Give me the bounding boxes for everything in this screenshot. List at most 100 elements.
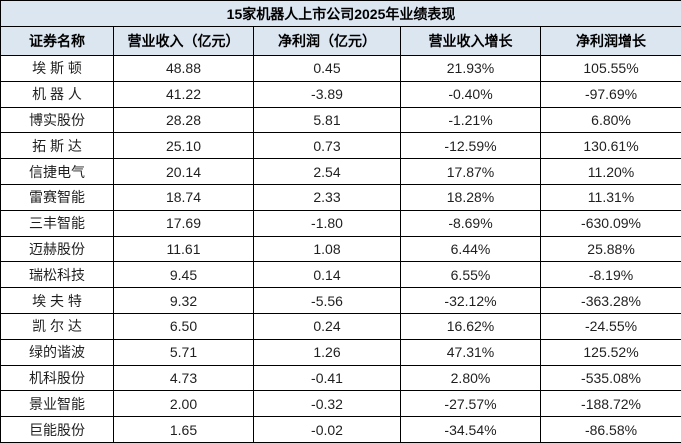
profit-growth-cell: 6.80%	[539, 106, 681, 134]
stock-name-cell: 雷赛智能	[0, 183, 114, 211]
revenue-cell: 9.45	[113, 261, 254, 289]
profit-growth-cell: -535.08%	[539, 364, 681, 392]
revenue-growth-cell: -34.54%	[400, 416, 541, 443]
revenue-growth-cell: 17.87%	[400, 158, 541, 185]
profit-growth-cell: -86.58%	[539, 416, 681, 443]
profit-growth-cell: -24.55%	[539, 312, 681, 340]
table-row: 瑞松科技 9.45 0.14 6.55% -8.19%	[0, 261, 681, 289]
revenue-growth-cell: 2.80%	[400, 364, 541, 392]
revenue-cell: 11.61	[113, 235, 254, 263]
table-row: 绿的谐波 5.71 1.26 47.31% 125.52%	[0, 338, 681, 366]
table-row: 拓 斯 达 25.10 0.73 -12.59% 130.61%	[0, 132, 681, 160]
revenue-cell: 17.69	[113, 209, 254, 237]
profit-growth-cell: -363.28%	[539, 287, 681, 314]
profit-cell: -0.32	[253, 390, 401, 418]
profit-growth-cell: -630.09%	[539, 209, 681, 237]
table-row: 雷赛智能 18.74 2.33 18.28% 11.31%	[0, 183, 681, 211]
stock-name-cell: 埃 斯 顿	[0, 55, 114, 82]
revenue-growth-cell: -32.12%	[400, 287, 541, 314]
revenue-cell: 41.22	[113, 80, 254, 108]
revenue-growth-cell: 47.31%	[400, 338, 541, 366]
revenue-growth-cell: 6.55%	[400, 261, 541, 289]
profit-growth-cell: 130.61%	[539, 132, 681, 160]
profit-cell: 2.33	[253, 183, 401, 211]
table-row: 巨能股份 1.65 -0.02 -34.54% -86.58%	[0, 416, 681, 443]
profit-cell: 0.45	[253, 55, 401, 82]
stock-name-cell: 机 器 人	[0, 80, 114, 108]
profit-growth-cell: 125.52%	[539, 338, 681, 366]
stock-name-cell: 巨能股份	[0, 416, 114, 443]
stock-name-cell: 机科股份	[0, 364, 114, 392]
revenue-growth-cell: -0.40%	[400, 80, 541, 108]
table-row: 迈赫股份 11.61 1.08 6.44% 25.88%	[0, 235, 681, 263]
profit-cell: 2.54	[253, 158, 401, 185]
profit-cell: 0.73	[253, 132, 401, 160]
revenue-cell: 18.74	[113, 183, 254, 211]
stock-name-cell: 博实股份	[0, 106, 114, 134]
revenue-growth-cell: 6.44%	[400, 235, 541, 263]
table-row: 埃 夫 特 9.32 -5.56 -32.12% -363.28%	[0, 287, 681, 314]
stock-name-cell: 埃 夫 特	[0, 287, 114, 314]
column-header-revenue: 营业收入（亿元）	[113, 26, 254, 56]
revenue-cell: 25.10	[113, 132, 254, 160]
stock-name-cell: 拓 斯 达	[0, 132, 114, 160]
stock-name-cell: 凯 尔 达	[0, 312, 114, 340]
profit-cell: 5.81	[253, 106, 401, 134]
profit-growth-cell: 25.88%	[539, 235, 681, 263]
table-row: 三丰智能 17.69 -1.80 -8.69% -630.09%	[0, 209, 681, 237]
revenue-cell: 5.71	[113, 338, 254, 366]
table-row: 机科股份 4.73 -0.41 2.80% -535.08%	[0, 364, 681, 392]
revenue-cell: 4.73	[113, 364, 254, 392]
revenue-growth-cell: 16.62%	[400, 312, 541, 340]
revenue-cell: 28.28	[113, 106, 254, 134]
profit-cell: 0.14	[253, 261, 401, 289]
profit-growth-cell: -8.19%	[539, 261, 681, 289]
revenue-growth-cell: -12.59%	[400, 132, 541, 160]
table-row: 博实股份 28.28 5.81 -1.21% 6.80%	[0, 106, 681, 134]
profit-cell: 1.26	[253, 338, 401, 366]
stock-name-cell: 景业智能	[0, 390, 114, 418]
table-row: 凯 尔 达 6.50 0.24 16.62% -24.55%	[0, 312, 681, 340]
profit-growth-cell: -97.69%	[539, 80, 681, 108]
stock-name-cell: 信捷电气	[0, 158, 114, 185]
profit-growth-cell: 105.55%	[539, 55, 681, 82]
profit-cell: 1.08	[253, 235, 401, 263]
revenue-cell: 1.65	[113, 416, 254, 443]
profit-cell: 0.24	[253, 312, 401, 340]
revenue-cell: 20.14	[113, 158, 254, 185]
table-row: 机 器 人 41.22 -3.89 -0.40% -97.69%	[0, 80, 681, 108]
profit-growth-cell: 11.31%	[539, 183, 681, 211]
stock-name-cell: 三丰智能	[0, 209, 114, 237]
profit-cell: -1.80	[253, 209, 401, 237]
revenue-cell: 6.50	[113, 312, 254, 340]
table-title: 15家机器人上市公司2025年业绩表现	[0, 0, 681, 27]
revenue-cell: 48.88	[113, 55, 254, 82]
revenue-growth-cell: 18.28%	[400, 183, 541, 211]
revenue-growth-cell: -8.69%	[400, 209, 541, 237]
table-header-row: 证券名称 营业收入（亿元） 净利润（亿元） 营业收入增长 净利润增长	[0, 26, 681, 56]
revenue-growth-cell: -27.57%	[400, 390, 541, 418]
revenue-cell: 9.32	[113, 287, 254, 314]
profit-growth-cell: 11.20%	[539, 158, 681, 185]
revenue-cell: 2.00	[113, 390, 254, 418]
stock-name-cell: 绿的谐波	[0, 338, 114, 366]
stock-name-cell: 瑞松科技	[0, 261, 114, 289]
revenue-growth-cell: -1.21%	[400, 106, 541, 134]
column-header-profit-growth: 净利润增长	[539, 26, 681, 56]
profit-growth-cell: -188.72%	[539, 390, 681, 418]
profit-cell: -5.56	[253, 287, 401, 314]
column-header-name: 证券名称	[0, 26, 114, 56]
profit-cell: -0.02	[253, 416, 401, 443]
column-header-profit: 净利润（亿元）	[253, 26, 401, 56]
table-title-row: 15家机器人上市公司2025年业绩表现	[0, 0, 681, 27]
table-row: 信捷电气 20.14 2.54 17.87% 11.20%	[0, 158, 681, 185]
profit-cell: -3.89	[253, 80, 401, 108]
table-row: 景业智能 2.00 -0.32 -27.57% -188.72%	[0, 390, 681, 418]
table-row: 埃 斯 顿 48.88 0.45 21.93% 105.55%	[0, 55, 681, 82]
stock-name-cell: 迈赫股份	[0, 235, 114, 263]
revenue-growth-cell: 21.93%	[400, 55, 541, 82]
profit-cell: -0.41	[253, 364, 401, 392]
column-header-revenue-growth: 营业收入增长	[400, 26, 541, 56]
